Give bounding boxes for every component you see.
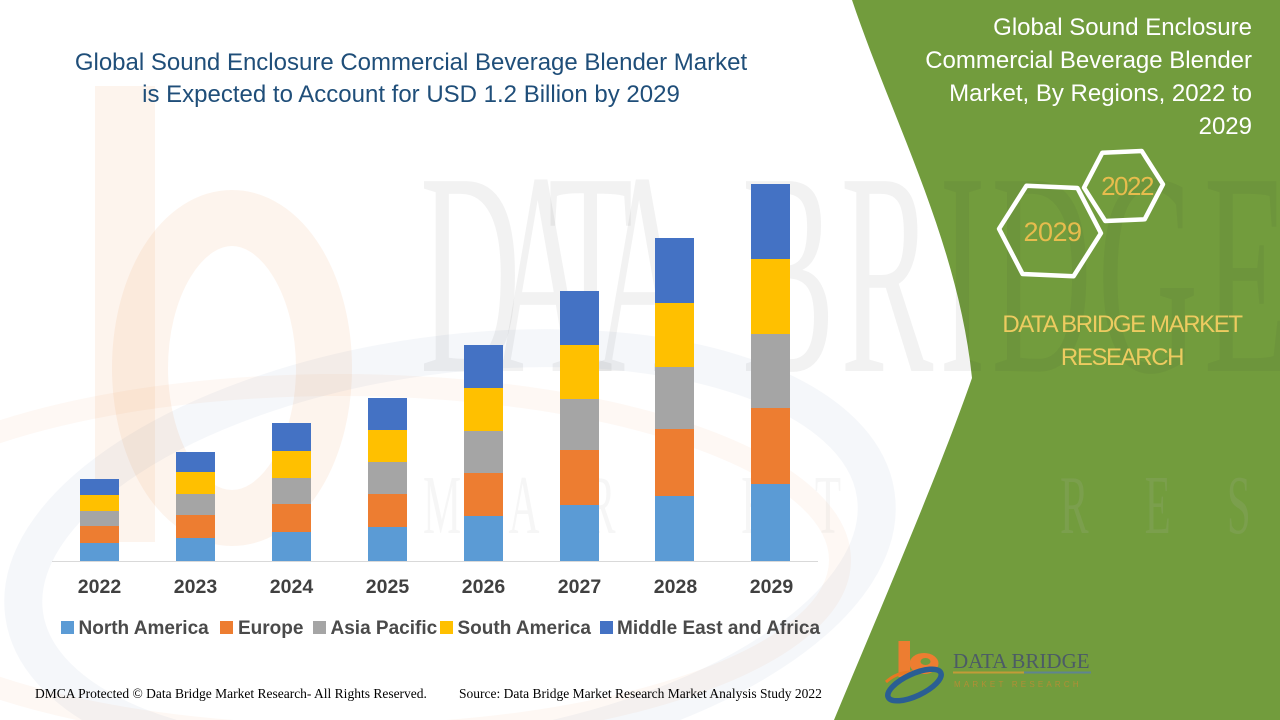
svg-text:2022: 2022 — [1101, 171, 1154, 201]
svg-text:MARKET RESEARCH: MARKET RESEARCH — [954, 680, 1082, 689]
svg-text:BRIDGE: BRIDGE — [742, 113, 1280, 434]
svg-text:2029: 2029 — [1023, 217, 1081, 247]
svg-text:RESEARCH: RESEARCH — [1060, 460, 1280, 552]
svg-text:DATA BRIDGE: DATA BRIDGE — [953, 649, 1090, 673]
